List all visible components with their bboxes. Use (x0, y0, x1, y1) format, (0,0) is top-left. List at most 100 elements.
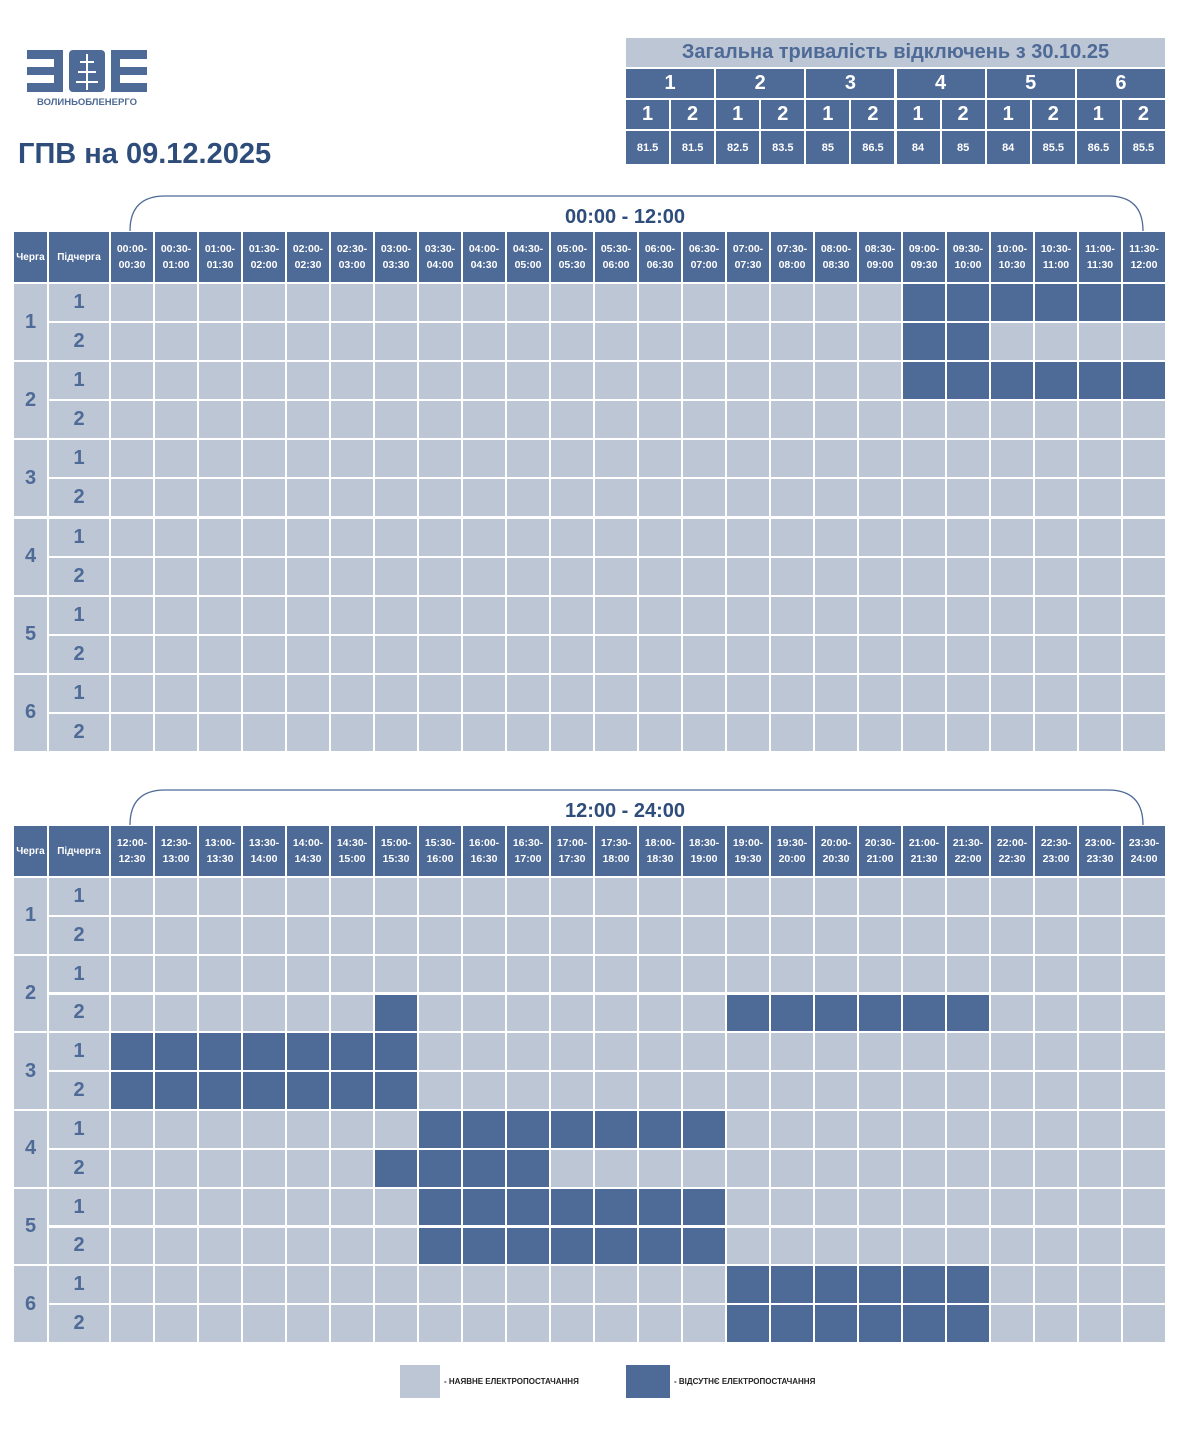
slot-cell (770, 954, 814, 994)
queue-label: 2 (13, 361, 48, 440)
slot-cell (374, 517, 418, 557)
slot-cell (594, 1226, 638, 1266)
slot-cell (990, 556, 1034, 596)
slot-cell (462, 1304, 506, 1343)
slot-cell (946, 1148, 990, 1188)
slot-cell (374, 322, 418, 362)
summary-value: 85 (805, 130, 851, 165)
subqueue-label: 1 (48, 1110, 110, 1149)
slot-header: 02:00-02:30 (286, 231, 330, 283)
slot-header: 21:30-22:00 (946, 825, 990, 877)
slot-cell (462, 1148, 506, 1188)
slot-cell (418, 1071, 462, 1110)
slot-cell (594, 517, 638, 557)
slot-cell (594, 877, 638, 916)
slot-cell (154, 712, 198, 752)
slot-cell (418, 1148, 462, 1188)
queue-header: Черга (13, 231, 48, 283)
slot-cell (770, 1148, 814, 1188)
slot-cell (462, 361, 506, 401)
slot-cell (154, 915, 198, 955)
slot-cell (770, 361, 814, 401)
slot-cell (1034, 517, 1078, 557)
slot-cell (1122, 1032, 1166, 1072)
slot-cell (1034, 1187, 1078, 1227)
slot-cell (506, 1187, 550, 1227)
slot-cell (198, 1265, 242, 1305)
slot-cell (110, 993, 154, 1033)
queue-label: 6 (13, 1265, 48, 1343)
slot-cell (154, 993, 198, 1033)
slot-cell (946, 954, 990, 994)
summary-subqueue: 2 (1030, 99, 1076, 130)
slot-header: 01:00-01:30 (198, 231, 242, 283)
slot-cell (902, 439, 946, 479)
slot-cell (198, 1032, 242, 1072)
slot-cell (726, 1304, 770, 1343)
slot-cell (418, 1032, 462, 1072)
slot-cell (374, 712, 418, 752)
slot-cell (638, 1148, 682, 1188)
slot-header: 19:30-20:00 (770, 825, 814, 877)
slot-cell (902, 712, 946, 752)
subqueue-label: 1 (48, 283, 110, 323)
legend-label: - ВІДСУТНЄ ЕЛЕКТРОПОСТАЧАННЯ (674, 1377, 816, 1386)
slot-cell (330, 712, 374, 752)
slot-cell (198, 400, 242, 440)
slot-cell (462, 322, 506, 362)
slot-cell (110, 400, 154, 440)
slot-cell (110, 361, 154, 401)
slot-cell (374, 595, 418, 635)
slot-cell (550, 993, 594, 1033)
slot-cell (506, 517, 550, 557)
slot-cell (198, 556, 242, 596)
slot-cell (330, 634, 374, 674)
legend-swatch (400, 1365, 440, 1398)
summary-subqueue: 2 (850, 99, 896, 130)
slot-cell (550, 478, 594, 518)
summary-subqueue: 1 (805, 99, 851, 130)
subqueue-label: 2 (48, 915, 110, 955)
slot-cell (770, 478, 814, 518)
summary-queue: 1 (625, 68, 716, 99)
slot-cell (506, 1148, 550, 1188)
slot-cell (814, 1032, 858, 1072)
slot-cell (902, 322, 946, 362)
slot-cell (770, 1187, 814, 1227)
slot-cell (682, 322, 726, 362)
slot-cell (858, 478, 902, 518)
slot-cell (110, 595, 154, 635)
slot-cell (286, 439, 330, 479)
slot-cell (858, 517, 902, 557)
slot-cell (858, 1304, 902, 1343)
page-title: ГПВ на 09.12.2025 (18, 137, 272, 170)
slot-cell (550, 322, 594, 362)
slot-cell (638, 712, 682, 752)
slot-cell (286, 915, 330, 955)
slot-cell (418, 877, 462, 916)
slot-cell (770, 400, 814, 440)
slot-cell (550, 1226, 594, 1266)
slot-cell (550, 361, 594, 401)
slot-cell (770, 1304, 814, 1343)
slot-cell (1078, 439, 1122, 479)
slot-cell (814, 1226, 858, 1266)
slot-cell (1078, 478, 1122, 518)
slot-cell (330, 1226, 374, 1266)
slot-cell (1034, 712, 1078, 752)
slot-cell (242, 1304, 286, 1343)
slot-cell (990, 400, 1034, 440)
slot-cell (1122, 595, 1166, 635)
slot-cell (770, 1032, 814, 1072)
slot-cell (1034, 877, 1078, 916)
slot-cell (1034, 1304, 1078, 1343)
slot-header: 12:00-12:30 (110, 825, 154, 877)
slot-cell (1122, 556, 1166, 596)
slot-cell (110, 712, 154, 752)
period-bracket (129, 195, 1144, 232)
slot-cell (374, 877, 418, 916)
slot-cell (682, 1187, 726, 1227)
slot-cell (902, 993, 946, 1033)
slot-cell (198, 1071, 242, 1110)
slot-cell (1034, 478, 1078, 518)
